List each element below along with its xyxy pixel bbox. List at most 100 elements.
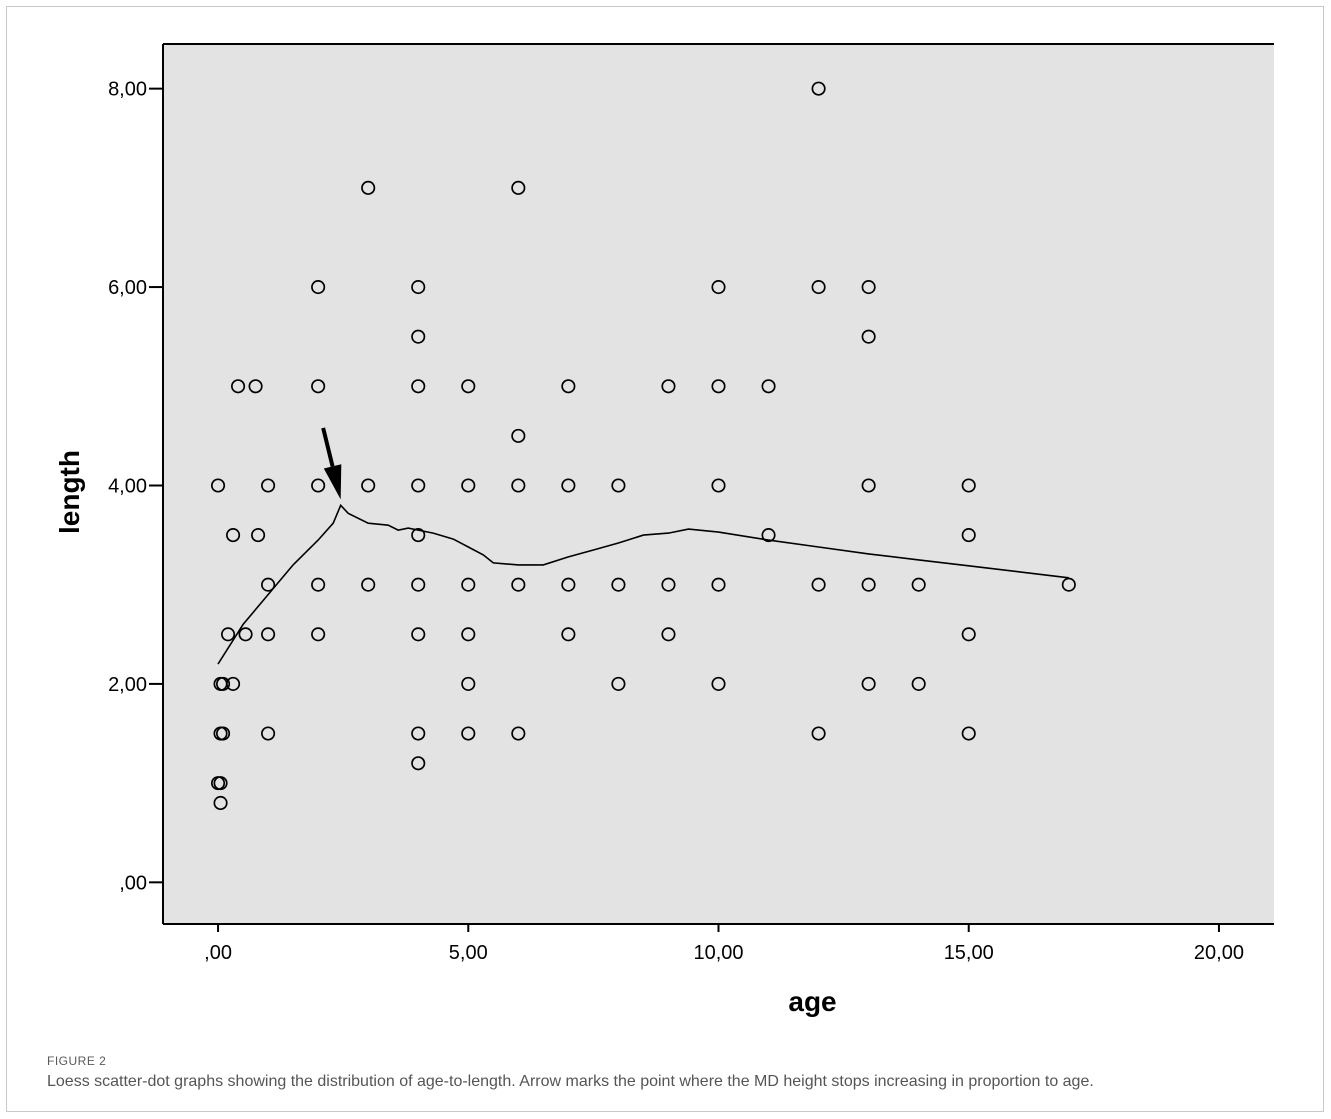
- data-point: [226, 528, 241, 543]
- x-tick-label: 20,00: [1194, 942, 1244, 964]
- arrow-marker: [321, 427, 342, 500]
- data-point: [461, 726, 476, 741]
- data-point: [213, 795, 228, 811]
- data-point: [511, 577, 526, 592]
- data-point: [361, 478, 376, 493]
- data-point: [611, 577, 626, 592]
- loess-line: [217, 503, 1069, 665]
- data-point: [461, 379, 476, 394]
- x-tick-label: 10,00: [693, 942, 743, 964]
- data-point: [411, 379, 426, 394]
- x-axis-ticks: ,00 5,00 10,00 15,00 20,00: [204, 924, 1244, 964]
- data-point: [611, 478, 626, 493]
- data-point: [411, 756, 426, 771]
- x-tick-label: 15,00: [944, 942, 994, 964]
- data-point: [811, 81, 826, 96]
- data-point: [961, 528, 976, 543]
- data-point: [361, 180, 376, 195]
- data-point: [261, 726, 276, 741]
- x-axis-title: age: [788, 986, 836, 1017]
- data-point: [511, 428, 526, 443]
- data-point: [911, 577, 926, 592]
- data-point: [261, 577, 276, 592]
- data-point: [311, 627, 326, 642]
- arrow-shaft: [321, 427, 335, 467]
- data-point: [311, 478, 326, 493]
- data-point: [461, 478, 476, 493]
- y-tick-label: ,00: [119, 872, 147, 894]
- y-tick-label: 8,00: [108, 79, 147, 101]
- data-point: [411, 726, 426, 741]
- data-point: [461, 676, 476, 691]
- data-point: [861, 280, 876, 295]
- data-point: [411, 329, 426, 344]
- y-tick-label: 4,00: [108, 475, 147, 497]
- plot-area: [163, 44, 1274, 924]
- data-point: [511, 180, 526, 195]
- data-point: [961, 478, 976, 493]
- data-point: [461, 627, 476, 642]
- y-axis-ticks: ,00 2,00 4,00 6,00 8,00: [108, 79, 163, 894]
- x-tick-label: ,00: [204, 942, 232, 964]
- data-point: [711, 379, 726, 394]
- data-point: [311, 577, 326, 592]
- data-point: [511, 478, 526, 493]
- data-point: [861, 329, 876, 344]
- y-tick-label: 2,00: [108, 674, 147, 696]
- data-point: [216, 676, 231, 691]
- y-tick-label: 6,00: [108, 277, 147, 299]
- data-point: [213, 776, 228, 791]
- data-point: [861, 478, 876, 493]
- data-points: [210, 81, 1076, 811]
- data-point: [861, 577, 876, 592]
- data-point: [661, 577, 676, 592]
- data-point: [811, 577, 826, 592]
- data-point: [511, 726, 526, 741]
- data-point: [411, 478, 426, 493]
- data-point: [711, 577, 726, 592]
- data-point: [361, 577, 376, 592]
- data-point: [611, 676, 626, 691]
- data-point: [411, 528, 426, 543]
- data-point: [221, 627, 236, 642]
- data-point: [561, 379, 576, 394]
- figure-frame: ,00 5,00 10,00 15,00 20,00 ,00 2,00 4,00 6,00 8,…: [6, 6, 1324, 1112]
- data-point: [411, 280, 426, 295]
- y-axis-title: length: [54, 450, 85, 534]
- data-point: [711, 280, 726, 295]
- arrow-head: [323, 464, 342, 500]
- data-point: [561, 627, 576, 642]
- scatter-chart: ,00 5,00 10,00 15,00 20,00 ,00 2,00 4,00 6,00 8,…: [54, 43, 1274, 1017]
- data-point: [1061, 577, 1076, 592]
- data-point: [711, 478, 726, 493]
- data-point: [411, 577, 426, 592]
- data-point: [261, 627, 276, 642]
- data-point: [761, 528, 776, 543]
- data-point: [911, 676, 926, 691]
- data-point: [311, 280, 326, 295]
- data-point: [411, 627, 426, 642]
- data-point: [248, 379, 263, 394]
- data-point: [561, 577, 576, 592]
- data-point: [961, 627, 976, 642]
- data-point: [216, 726, 231, 741]
- data-point: [661, 379, 676, 394]
- data-point: [251, 528, 266, 543]
- x-tick-label: 5,00: [449, 942, 488, 964]
- data-point: [461, 577, 476, 592]
- data-point: [561, 478, 576, 493]
- data-point: [861, 676, 876, 691]
- data-point: [961, 726, 976, 741]
- data-point: [238, 627, 253, 642]
- data-point: [210, 478, 226, 493]
- figure-caption: Loess scatter-dot graphs showing the dis…: [47, 1073, 1094, 1090]
- data-point: [311, 379, 326, 394]
- data-point: [811, 726, 826, 741]
- figure-label: FIGURE 2: [47, 1054, 107, 1068]
- data-point: [261, 478, 276, 493]
- data-point: [661, 627, 676, 642]
- data-point: [811, 280, 826, 295]
- data-point: [226, 676, 241, 691]
- data-point: [761, 379, 776, 394]
- data-point: [231, 379, 246, 394]
